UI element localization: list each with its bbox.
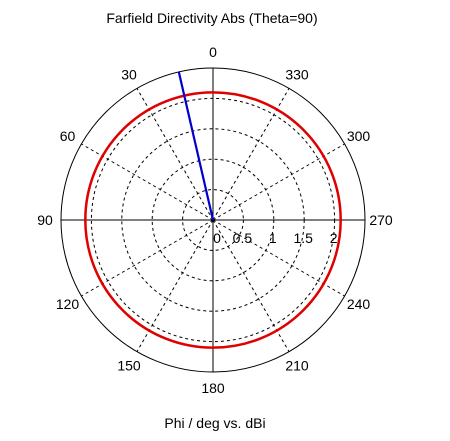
grid-ring bbox=[151, 158, 275, 282]
chart-title: Farfield Directivity Abs (Theta=90) bbox=[106, 10, 317, 26]
radial-label: 1.5 bbox=[293, 230, 313, 246]
angle-label-270: 270 bbox=[369, 212, 393, 228]
grid-spoke-330 bbox=[212, 88, 290, 221]
angle-label-90: 90 bbox=[37, 212, 53, 228]
grid-ring bbox=[121, 128, 305, 312]
grid-ring bbox=[182, 189, 244, 251]
series-layer bbox=[84, 71, 342, 349]
angle-label-330: 330 bbox=[285, 67, 309, 83]
outer-ring bbox=[60, 67, 366, 373]
grid-spoke-30 bbox=[136, 88, 214, 221]
axis-label: Phi / deg vs. dBi bbox=[164, 415, 265, 431]
angle-label-210: 210 bbox=[285, 357, 309, 373]
series-curve bbox=[84, 91, 342, 349]
angle-label-120: 120 bbox=[56, 296, 80, 312]
grid-spoke-150 bbox=[136, 219, 214, 352]
grid-spoke-60 bbox=[81, 143, 214, 221]
radial-label: 0 bbox=[213, 230, 221, 246]
angle-label-60: 60 bbox=[60, 128, 76, 144]
radial-label: 0.5 bbox=[233, 230, 253, 246]
angle-label-300: 300 bbox=[347, 128, 371, 144]
main-lobe-direction bbox=[177, 71, 215, 221]
grid-spoke-120 bbox=[81, 219, 214, 297]
radial-tick-labels: 0 0.5 1 1.5 2 bbox=[213, 230, 338, 246]
angle-label-180: 180 bbox=[201, 380, 225, 396]
angle-label-30: 30 bbox=[121, 67, 137, 83]
radial-label: 2 bbox=[330, 230, 338, 246]
radial-label: 1 bbox=[269, 230, 277, 246]
angle-label-240: 240 bbox=[347, 296, 371, 312]
angle-label-150: 150 bbox=[117, 357, 141, 373]
grid-spoke-300 bbox=[212, 143, 345, 221]
angle-label-0: 0 bbox=[209, 44, 217, 60]
grid-ring bbox=[90, 97, 336, 343]
